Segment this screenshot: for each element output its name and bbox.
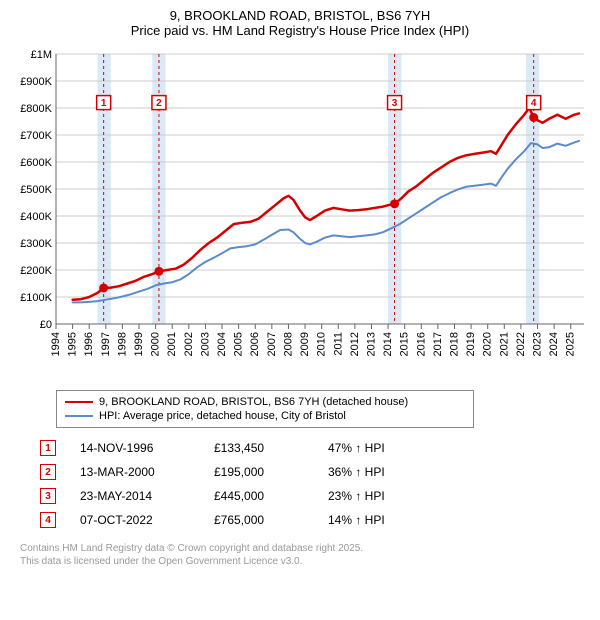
event-number-box: 2 [40,464,56,480]
svg-text:1997: 1997 [100,332,112,356]
event-number-box: 1 [40,440,56,456]
svg-text:2019: 2019 [465,332,477,356]
svg-text:£900K: £900K [20,76,52,88]
svg-text:2014: 2014 [382,332,394,356]
svg-text:2006: 2006 [249,332,261,356]
legend-item: HPI: Average price, detached house, City… [65,409,465,423]
event-row: 1 14-NOV-1996 £133,450 47% ↑ HPI [40,436,590,460]
svg-text:1994: 1994 [50,332,62,356]
svg-text:2: 2 [156,98,162,109]
svg-text:1: 1 [101,98,107,109]
event-date: 07-OCT-2022 [80,513,190,527]
svg-text:4: 4 [531,98,537,109]
event-hpi: 23% ↑ HPI [328,489,385,503]
event-date: 13-MAR-2000 [80,465,190,479]
event-number-box: 4 [40,512,56,528]
legend-swatch [65,401,93,403]
legend-item: 9, BROOKLAND ROAD, BRISTOL, BS6 7YH (det… [65,395,465,409]
svg-text:£700K: £700K [20,130,52,142]
svg-text:2007: 2007 [266,332,278,356]
chart-title-desc: Price paid vs. HM Land Registry's House … [10,23,590,38]
svg-text:2016: 2016 [415,332,427,356]
svg-text:1995: 1995 [67,332,79,356]
svg-text:£300K: £300K [20,238,52,250]
legend-swatch [65,415,93,417]
svg-text:2000: 2000 [150,332,162,356]
svg-text:2021: 2021 [498,332,510,356]
svg-text:2008: 2008 [282,332,294,356]
svg-text:2025: 2025 [565,332,577,356]
svg-text:2004: 2004 [216,332,228,356]
svg-text:£1M: £1M [31,49,52,61]
event-row: 2 13-MAR-2000 £195,000 36% ↑ HPI [40,460,590,484]
event-hpi: 14% ↑ HPI [328,513,385,527]
svg-text:2013: 2013 [365,332,377,356]
event-price: £765,000 [214,513,304,527]
svg-text:3: 3 [392,98,398,109]
svg-text:2010: 2010 [316,332,328,356]
footer-line1: Contains HM Land Registry data © Crown c… [20,542,590,555]
svg-text:£800K: £800K [20,103,52,115]
chart-plot: £0 £100K £200K £300K £400K £500K £600K £700K £80… [10,44,590,384]
svg-text:2018: 2018 [448,332,460,356]
svg-text:2003: 2003 [199,332,211,356]
svg-text:2017: 2017 [432,332,444,356]
svg-text:£0: £0 [40,319,52,331]
legend-label: 9, BROOKLAND ROAD, BRISTOL, BS6 7YH (det… [99,396,408,408]
event-price: £133,450 [214,441,304,455]
chart-title-address: 9, BROOKLAND ROAD, BRISTOL, BS6 7YH [10,8,590,23]
event-hpi: 47% ↑ HPI [328,441,385,455]
event-hpi: 36% ↑ HPI [328,465,385,479]
event-price: £445,000 [214,489,304,503]
event-row: 3 23-MAY-2014 £445,000 23% ↑ HPI [40,484,590,508]
svg-text:£100K: £100K [20,292,52,304]
legend-label: HPI: Average price, detached house, City… [99,410,346,422]
svg-text:1998: 1998 [116,332,128,356]
svg-text:2024: 2024 [548,332,560,356]
svg-text:2002: 2002 [183,332,195,356]
svg-text:2009: 2009 [299,332,311,356]
svg-text:£400K: £400K [20,211,52,223]
svg-text:£200K: £200K [20,265,52,277]
event-date: 14-NOV-1996 [80,441,190,455]
svg-text:2015: 2015 [399,332,411,356]
footer-line2: This data is licensed under the Open Gov… [20,555,590,568]
chart-container: 9, BROOKLAND ROAD, BRISTOL, BS6 7YH Pric… [0,0,600,578]
event-row: 4 07-OCT-2022 £765,000 14% ↑ HPI [40,508,590,532]
svg-text:£600K: £600K [20,157,52,169]
svg-text:2012: 2012 [349,332,361,356]
svg-text:£500K: £500K [20,184,52,196]
footer-attribution: Contains HM Land Registry data © Crown c… [20,542,590,568]
svg-text:2001: 2001 [166,332,178,356]
svg-text:2023: 2023 [532,332,544,356]
event-date: 23-MAY-2014 [80,489,190,503]
svg-text:2020: 2020 [482,332,494,356]
svg-text:2005: 2005 [233,332,245,356]
event-table: 1 14-NOV-1996 £133,450 47% ↑ HPI 2 13-MAR-200… [40,436,590,532]
event-number-box: 3 [40,488,56,504]
svg-text:1999: 1999 [133,332,145,356]
svg-text:1996: 1996 [83,332,95,356]
svg-text:2011: 2011 [332,332,344,356]
svg-text:2022: 2022 [515,332,527,356]
event-price: £195,000 [214,465,304,479]
legend: 9, BROOKLAND ROAD, BRISTOL, BS6 7YH (det… [56,390,474,428]
